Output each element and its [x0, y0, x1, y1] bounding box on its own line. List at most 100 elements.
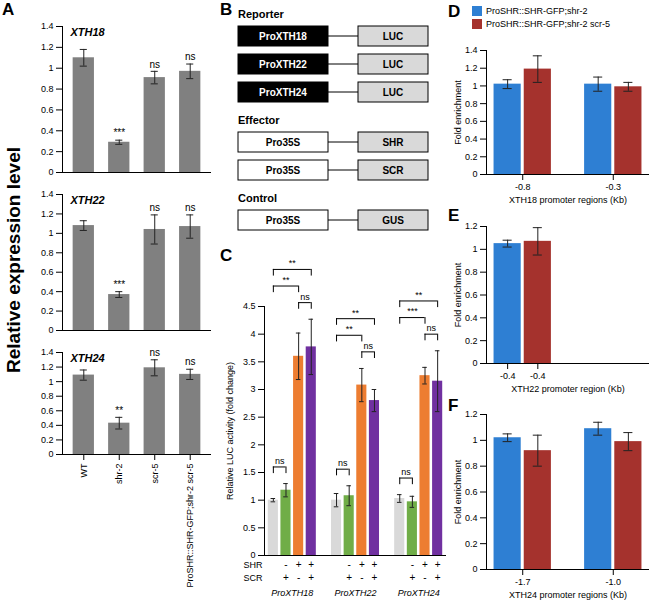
svg-text:XTH24 promoter regions (Kb): XTH24 promoter regions (Kb) — [509, 590, 627, 600]
svg-text:**: ** — [115, 405, 123, 416]
svg-text:ns: ns — [427, 323, 437, 333]
svg-text:ns: ns — [185, 202, 196, 213]
svg-text:1: 1 — [472, 81, 477, 91]
svg-text:-: - — [348, 559, 351, 570]
svg-text:0.5: 0.5 — [243, 523, 256, 533]
svg-text:1.4: 1.4 — [465, 45, 478, 55]
svg-text:1: 1 — [472, 244, 477, 254]
svg-text:0.4: 0.4 — [41, 420, 54, 430]
svg-text:0: 0 — [472, 169, 477, 179]
svg-text:XTH18: XTH18 — [70, 26, 106, 38]
svg-text:0.2: 0.2 — [465, 336, 478, 346]
svg-text:0.2: 0.2 — [41, 435, 54, 445]
svg-text:1: 1 — [48, 63, 53, 73]
svg-text:+: + — [359, 559, 365, 570]
svg-text:ns: ns — [185, 51, 196, 62]
svg-text:Relative LUC activity (fold ch: Relative LUC activity (fold change) — [225, 362, 235, 500]
svg-text:0.8: 0.8 — [465, 99, 478, 109]
svg-text:ns: ns — [338, 458, 348, 468]
svg-text:0.4: 0.4 — [465, 513, 478, 523]
svg-text:-: - — [411, 559, 414, 570]
svg-text:-: - — [423, 572, 426, 583]
svg-text:0.8: 0.8 — [465, 461, 478, 471]
svg-text:Pro35S: Pro35S — [266, 165, 301, 176]
svg-text:-0.3: -0.3 — [606, 182, 622, 192]
svg-text:ns: ns — [185, 356, 196, 367]
svg-text:LUC: LUC — [383, 59, 404, 70]
svg-text:Relative expression level: Relative expression level — [3, 147, 24, 373]
svg-text:0.6: 0.6 — [465, 487, 478, 497]
svg-text:ns: ns — [149, 59, 160, 70]
svg-text:1.2: 1.2 — [41, 209, 54, 219]
svg-text:0.6: 0.6 — [465, 116, 478, 126]
svg-text:0: 0 — [48, 167, 53, 177]
svg-text:-: - — [284, 559, 287, 570]
svg-text:+: + — [372, 572, 378, 583]
svg-text:-1.0: -1.0 — [606, 577, 622, 587]
svg-text:ProSHR::SHR-GFP;shr-2 scr-5: ProSHR::SHR-GFP;shr-2 scr-5 — [185, 464, 195, 588]
svg-text:2: 2 — [250, 440, 255, 450]
svg-text:0.8: 0.8 — [41, 391, 54, 401]
svg-text:0.8: 0.8 — [41, 248, 54, 258]
svg-text:0.8: 0.8 — [41, 84, 54, 94]
svg-text:1.2: 1.2 — [465, 63, 478, 73]
svg-text:ProXTH24: ProXTH24 — [259, 87, 307, 98]
svg-text:ProXTH18: ProXTH18 — [271, 588, 313, 598]
svg-text:ProXTH18: ProXTH18 — [259, 31, 307, 42]
svg-text:0.2: 0.2 — [41, 147, 54, 157]
svg-text:4.5: 4.5 — [243, 301, 256, 311]
svg-text:4: 4 — [250, 329, 255, 339]
svg-text:**: ** — [282, 275, 290, 285]
svg-text:Control: Control — [238, 192, 277, 204]
svg-text:SCR: SCR — [382, 165, 404, 176]
svg-text:0.4: 0.4 — [465, 134, 478, 144]
svg-text:+: + — [296, 559, 302, 570]
svg-text:+: + — [409, 572, 415, 583]
svg-text:0.4: 0.4 — [465, 313, 478, 323]
svg-text:1: 1 — [48, 228, 53, 238]
svg-text:LUC: LUC — [383, 31, 404, 42]
svg-text:+: + — [435, 559, 441, 570]
svg-text:3.5: 3.5 — [243, 357, 256, 367]
svg-text:SHR: SHR — [382, 137, 404, 148]
svg-text:+: + — [308, 559, 314, 570]
svg-text:1: 1 — [48, 377, 53, 387]
svg-text:1.4: 1.4 — [41, 21, 54, 31]
svg-text:ProXTH24: ProXTH24 — [398, 588, 440, 598]
svg-text:-1.7: -1.7 — [515, 577, 531, 587]
svg-text:3: 3 — [250, 384, 255, 394]
svg-text:Fold enrichment: Fold enrichment — [453, 459, 463, 524]
svg-text:+: + — [422, 559, 428, 570]
svg-text:0.6: 0.6 — [465, 290, 478, 300]
svg-text:1: 1 — [250, 495, 255, 505]
svg-text:Fold enrichment: Fold enrichment — [453, 80, 463, 145]
svg-text:1.2: 1.2 — [41, 362, 54, 372]
svg-text:0.6: 0.6 — [41, 406, 54, 416]
svg-text:ProXTH22: ProXTH22 — [259, 59, 307, 70]
svg-text:0.2: 0.2 — [465, 539, 478, 549]
svg-text:+: + — [308, 572, 314, 583]
svg-text:0.4: 0.4 — [41, 287, 54, 297]
svg-text:**: ** — [289, 258, 297, 268]
svg-text:-0.4: -0.4 — [530, 371, 546, 381]
svg-text:1.2: 1.2 — [465, 409, 478, 419]
svg-text:1.2: 1.2 — [465, 221, 478, 231]
svg-text:1.4: 1.4 — [41, 189, 54, 199]
svg-text:-: - — [297, 572, 300, 583]
svg-text:shr-2: shr-2 — [114, 464, 124, 485]
svg-text:0.4: 0.4 — [41, 126, 54, 136]
svg-text:0: 0 — [48, 325, 53, 335]
svg-text:1.5: 1.5 — [243, 467, 256, 477]
svg-text:ns: ns — [300, 292, 310, 302]
svg-text:2.5: 2.5 — [243, 412, 256, 422]
svg-text:0: 0 — [472, 564, 477, 574]
svg-text:**: ** — [346, 324, 354, 334]
svg-text:-0.4: -0.4 — [500, 371, 516, 381]
svg-text:1.2: 1.2 — [41, 42, 54, 52]
svg-text:ns: ns — [149, 347, 160, 358]
svg-text:ns: ns — [149, 202, 160, 213]
svg-text:ns: ns — [275, 456, 285, 466]
svg-text:Pro35S: Pro35S — [266, 215, 301, 226]
svg-text:Reporter: Reporter — [238, 8, 285, 20]
svg-text:XTH22: XTH22 — [70, 194, 105, 206]
